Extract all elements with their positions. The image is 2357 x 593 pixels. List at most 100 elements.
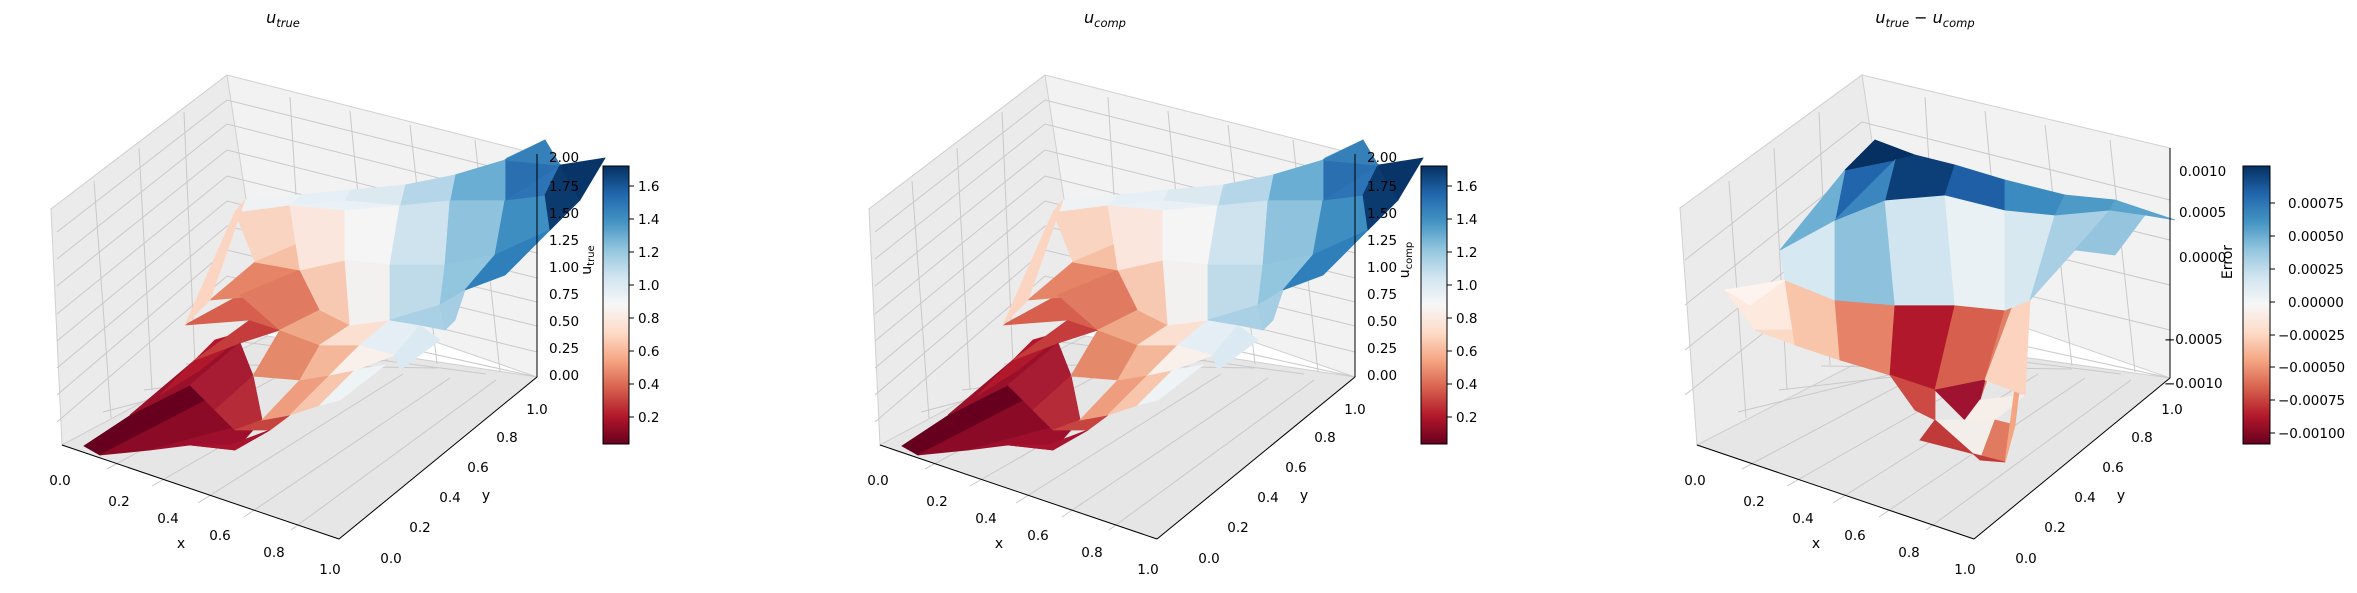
x-tick-label: 1.0 (319, 562, 340, 578)
y-tick-label: 0.2 (409, 520, 430, 536)
z-tick-label: −0.0010 (2164, 376, 2223, 392)
z-tick-label: 0.25 (549, 341, 579, 357)
colorbar-tick-label: 1.0 (1456, 278, 1477, 294)
z-tick-label: 0.50 (1367, 314, 1397, 330)
z-tick-label: 1.50 (549, 206, 579, 222)
colorbar: 0.2 0.4 0.6 0.8 1.0 1.2 1.4 1.6 (602, 165, 659, 445)
axes-3d (1678, 74, 2176, 540)
surface (901, 139, 1424, 456)
z-tick-label: 0.75 (549, 287, 579, 303)
z-axis-label: utrue (579, 245, 597, 274)
colorbar-tick-label: 1.6 (1456, 179, 1477, 195)
z-tick-label: −0.0005 (2164, 332, 2223, 348)
y-tick-label: 0.6 (2102, 460, 2123, 476)
colorbar-tick-label: 0.00050 (2288, 229, 2344, 245)
z-ticks: 0.00 0.25 0.50 0.75 1.00 1.25 1.50 1.75 … (549, 150, 579, 384)
colorbar-scale (1420, 165, 1448, 445)
x-tick-label: 0.4 (975, 511, 996, 527)
x-axis-label: x (1812, 536, 1820, 552)
colorbar-tick-label: −0.00100 (2278, 426, 2345, 442)
colorbar-tick-label: 1.2 (638, 245, 659, 261)
x-axis-label: x (177, 536, 185, 552)
x-tick-label: 0.0 (49, 473, 70, 489)
colorbar: 0.2 0.4 0.6 0.8 1.0 1.2 1.4 1.6 (1420, 165, 1477, 445)
x-axis: 0.0 0.2 0.4 0.6 0.8 1.0 x (1684, 444, 1976, 578)
y-tick-label: 0.4 (439, 490, 460, 506)
colorbar-tick-label: 0.6 (1456, 344, 1477, 360)
x-tick-label: 0.2 (108, 494, 129, 510)
x-tick-label: 0.6 (209, 528, 230, 544)
z-axis-label: ucomp (1397, 242, 1415, 279)
x-tick-label: 0.8 (1081, 545, 1102, 561)
z-tick-label: 0.75 (1367, 287, 1397, 303)
y-tick-label: 1.0 (2161, 402, 2182, 418)
z-tick-label: 1.00 (549, 260, 579, 276)
x-axis-label: x (995, 536, 1003, 552)
y-tick-label: 0.0 (380, 551, 401, 567)
colorbar-tick-label: 0.4 (1456, 377, 1477, 393)
y-tick-label: 1.0 (526, 402, 547, 418)
z-tick-label: 1.25 (549, 233, 579, 249)
y-tick-label: 0.8 (496, 430, 517, 446)
z-tick-label: 1.25 (1367, 233, 1397, 249)
colorbar-tick-label: 0.00025 (2288, 262, 2344, 278)
y-tick-label: 0.4 (1257, 490, 1278, 506)
panel-title: utrue − ucomp (1875, 8, 1974, 30)
colorbar-tick-label: 1.4 (638, 212, 659, 228)
colorbar-tick-label: 1.0 (638, 278, 659, 294)
colorbar-tick-label: 0.2 (638, 410, 659, 426)
y-tick-label: 1.0 (1344, 402, 1365, 418)
z-tick-label: 2.00 (1367, 150, 1397, 166)
y-tick-label: 0.2 (1227, 520, 1248, 536)
colorbar-scale (602, 165, 630, 445)
colorbar-tick-label: 0.00075 (2288, 196, 2344, 212)
colorbar: −0.00100 −0.00075 −0.00050 −0.00025 0.00… (2242, 165, 2345, 445)
z-tick-label: 1.75 (1367, 179, 1397, 195)
z-tick-label: 0.25 (1367, 341, 1397, 357)
panel-error: utrue − ucomp (1678, 8, 2345, 578)
x-tick-label: 0.6 (1027, 528, 1048, 544)
y-tick-label: 0.6 (1285, 460, 1306, 476)
x-tick-label: 0.8 (1898, 545, 1919, 561)
z-tick-label: 0.0000 (2179, 250, 2226, 266)
y-tick-label: 0.8 (2131, 430, 2152, 446)
z-tick-label: 0.00 (549, 368, 579, 384)
z-tick-label: 0.50 (549, 314, 579, 330)
y-axis: 0.0 0.2 0.4 0.6 0.8 1.0 y (338, 376, 548, 567)
x-tick-label: 0.2 (1743, 494, 1764, 510)
z-tick-label: 0.0005 (2179, 205, 2226, 221)
z-tick-label: 2.00 (549, 150, 579, 166)
x-axis: 0.0 0.2 0.4 0.6 0.8 1.0 x (49, 444, 341, 578)
x-tick-label: 0.8 (263, 545, 284, 561)
z-tick-label: 1.00 (1367, 260, 1397, 276)
x-tick-label: 0.4 (1792, 511, 1813, 527)
axes-3d (49, 74, 606, 540)
y-axis-label: y (482, 488, 490, 504)
z-tick-label: 0.0010 (2179, 164, 2226, 180)
z-tick-label: 1.50 (1367, 206, 1397, 222)
surface (1723, 139, 2176, 463)
y-tick-label: 0.8 (1314, 430, 1335, 446)
y-tick-label: 0.6 (467, 460, 488, 476)
colorbar-tick-label: 0.4 (638, 377, 659, 393)
y-axis-label: y (1300, 488, 1308, 504)
y-axis-label: y (2117, 488, 2125, 504)
colorbar-tick-label: 0.8 (638, 311, 659, 327)
colorbar-tick-label: 0.00000 (2288, 295, 2344, 311)
axes-3d (867, 74, 1424, 540)
y-tick-label: 0.0 (2015, 551, 2036, 567)
colorbar-tick-label: −0.00025 (2278, 328, 2345, 344)
z-tick-label: 0.00 (1367, 368, 1397, 384)
colorbar-tick-label: 0.2 (1456, 410, 1477, 426)
colorbar-tick-label: 1.2 (1456, 245, 1477, 261)
panel-u-comp: ucomp (867, 8, 1477, 578)
y-axis: 0.0 0.2 0.4 0.6 0.8 1.0 y (1973, 377, 2183, 567)
x-tick-label: 0.4 (157, 511, 178, 527)
y-axis: 0.0 0.2 0.4 0.6 0.8 1.0 y (1156, 376, 1366, 567)
colorbar-scale (2242, 165, 2271, 445)
surface (83, 139, 606, 456)
colorbar-tick-label: 0.6 (638, 344, 659, 360)
z-axis-label: Error (2220, 245, 2236, 279)
colorbar-tick-label: 0.8 (1456, 311, 1477, 327)
